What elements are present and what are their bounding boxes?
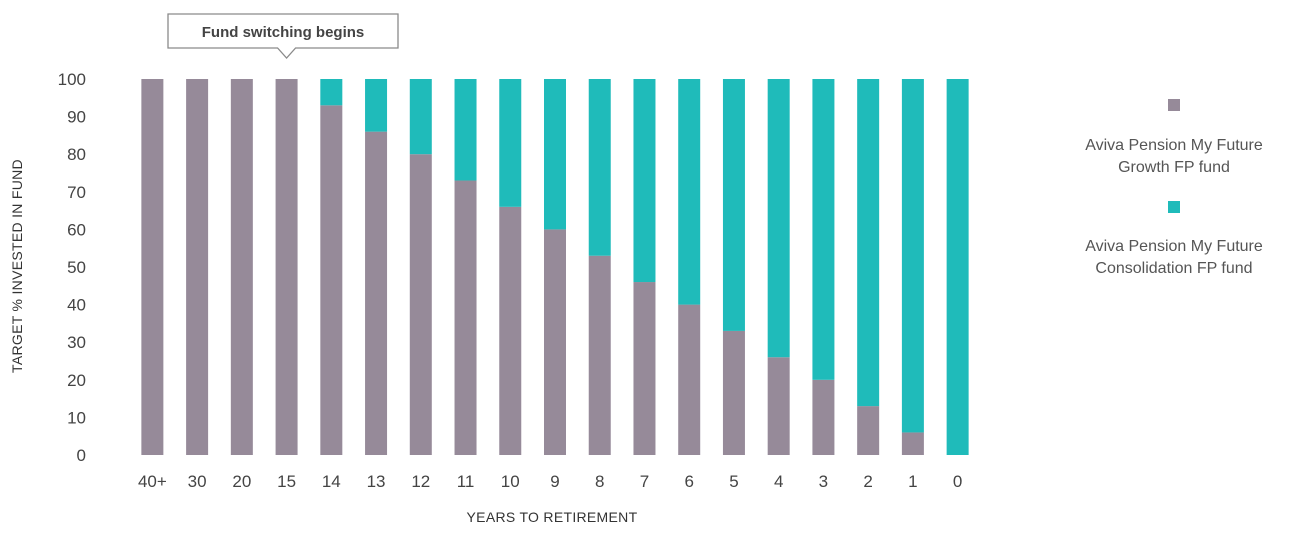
y-tick-label: 10: [67, 408, 86, 427]
legend-label-series1: Growth FP fund: [1118, 159, 1230, 176]
x-tick-label: 8: [595, 472, 604, 491]
legend: Aviva Pension My Future Growth FP fund Avi…: [1085, 99, 1263, 277]
x-tick-label: 9: [550, 472, 559, 491]
x-tick-label: 30: [188, 472, 207, 491]
bar-segment-series1-9: [544, 229, 566, 455]
x-tick-label: 10: [501, 472, 520, 491]
legend-label-series2: Aviva Pension My Future: [1085, 238, 1263, 255]
y-tick-label: 0: [77, 446, 86, 465]
bar-segment-series2-13: [365, 79, 388, 132]
bar-segment-series2-8: [588, 79, 611, 256]
x-tick-label: 0: [953, 472, 962, 491]
y-tick-label: 70: [67, 183, 86, 202]
legend-label-series1: Aviva Pension My Future: [1085, 137, 1263, 154]
y-axis-title: TARGET % INVESTED IN FUND: [9, 159, 25, 373]
bar-segment-series1-13: [365, 131, 388, 455]
bar-segment-series1-14: [320, 105, 343, 455]
y-tick-label: 60: [67, 220, 86, 239]
x-tick-label: 6: [684, 472, 693, 491]
bar-segment-series1-8: [588, 255, 611, 455]
y-tick-label: 20: [67, 371, 86, 390]
bar-segment-series1-7: [633, 282, 656, 455]
y-axis-ticks: 0 10 20 30 40 50 60 70 80 90 100: [58, 70, 86, 465]
bar-segment-series2-10: [499, 79, 522, 207]
x-tick-label: 20: [232, 472, 251, 491]
bar-segment-series1-2: [857, 406, 880, 455]
x-tick-label: 1: [908, 472, 917, 491]
bar-segment-series1-15: [275, 79, 298, 455]
bar-segment-series2-3: [812, 79, 835, 380]
bar-segment-series1-5: [722, 330, 745, 455]
x-tick-label: 12: [411, 472, 430, 491]
bar-segment-series2-2: [857, 79, 880, 407]
x-tick-label: 14: [322, 472, 341, 491]
bars-layer: [141, 79, 969, 455]
y-tick-label: 30: [67, 333, 86, 352]
x-tick-label: 11: [457, 472, 475, 491]
bar-segment-series2-0: [946, 79, 969, 455]
bar-segment-series2-6: [678, 79, 701, 305]
x-axis-title: YEARS TO RETIREMENT: [467, 509, 638, 525]
annotation-callout: Fund switching begins: [167, 13, 399, 59]
x-tick-label: 15: [277, 472, 296, 491]
bar-segment-series1-11: [454, 180, 477, 455]
bar-segment-series1-3: [812, 379, 835, 455]
y-tick-label: 40: [67, 296, 86, 315]
bar-segment-series2-11: [454, 79, 477, 181]
x-axis-ticks: 40+ 30 20 15 14 13 12 11 10 9 8 7 6 5 4 3 2 1 0: [138, 472, 962, 491]
bar-segment-series1-20: [230, 79, 253, 455]
y-tick-label: 90: [67, 108, 86, 127]
bar-segment-series1-10: [499, 206, 522, 455]
x-tick-label: 2: [863, 472, 872, 491]
legend-label-series2: Consolidation FP fund: [1095, 260, 1252, 277]
y-tick-label: 80: [67, 145, 86, 164]
annotation-box: [167, 13, 399, 59]
bar-segment-series1-6: [678, 304, 701, 455]
legend-swatch-series1: [1168, 99, 1180, 111]
bar-segment-series1-40+: [141, 79, 164, 455]
bar-segment-series2-7: [633, 79, 656, 283]
x-tick-label: 3: [819, 472, 828, 491]
bar-segment-series1-30: [186, 79, 209, 455]
bar-segment-series2-12: [409, 79, 432, 155]
bar-segment-series2-5: [722, 79, 745, 331]
x-tick-label: 13: [367, 472, 386, 491]
annotation-text: Fund switching begins: [202, 24, 365, 41]
bar-segment-series2-4: [767, 79, 790, 358]
bar-segment-series1-4: [767, 357, 790, 455]
bar-segment-series1-1: [901, 432, 924, 455]
x-tick-label: 4: [774, 472, 783, 491]
y-tick-label: 50: [67, 258, 86, 277]
y-tick-label: 100: [58, 70, 86, 89]
bar-segment-series1-12: [409, 154, 432, 455]
x-tick-label: 5: [729, 472, 738, 491]
x-tick-label: 7: [640, 472, 649, 491]
bar-segment-series2-1: [901, 79, 924, 433]
legend-swatch-series2: [1168, 201, 1180, 213]
bar-segment-series2-9: [544, 79, 566, 230]
x-tick-label: 40+: [138, 472, 167, 491]
bar-segment-series2-14: [320, 79, 343, 106]
